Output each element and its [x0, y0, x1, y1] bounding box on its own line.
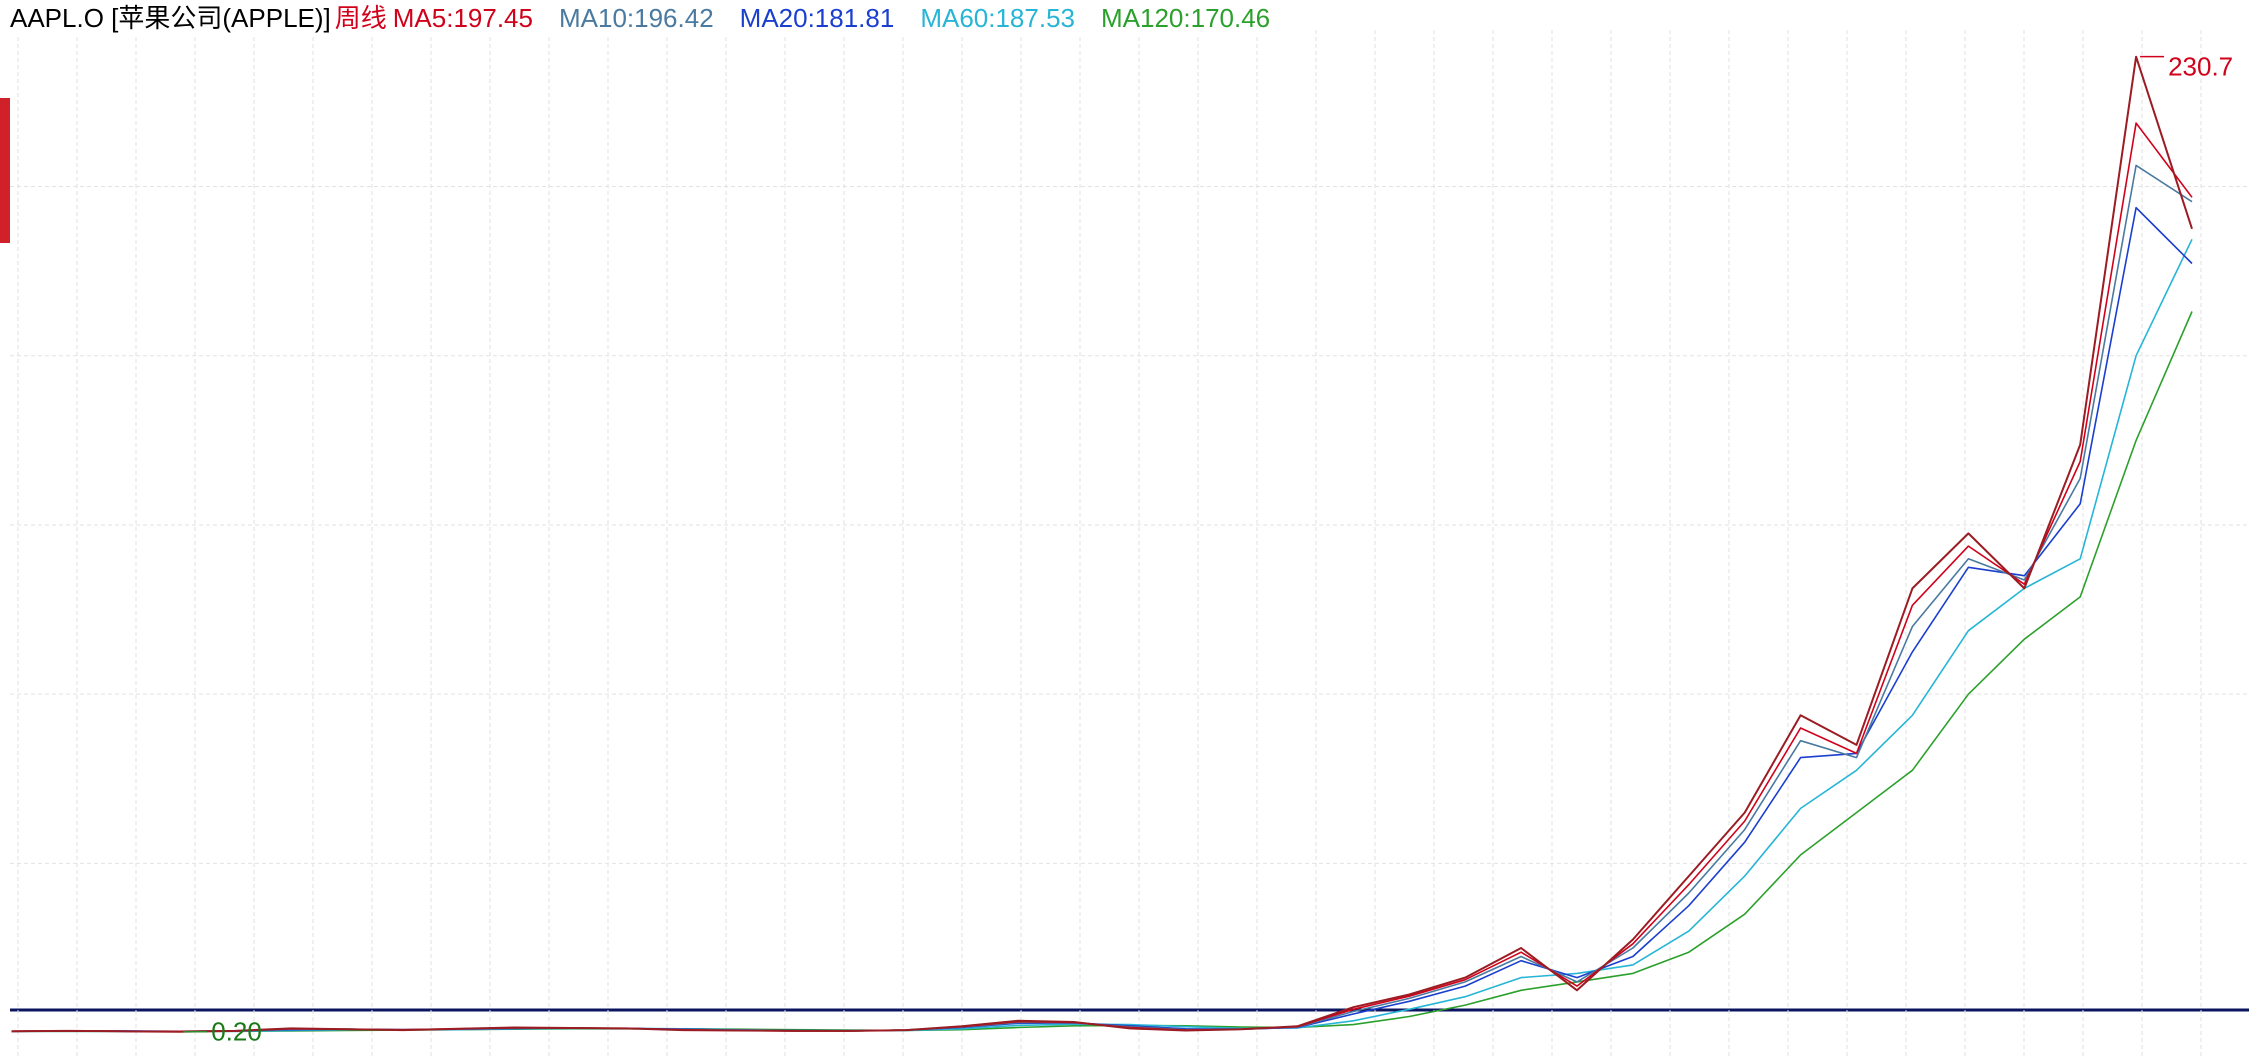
ma-line [11, 311, 2193, 1033]
price-line [11, 55, 2193, 1033]
legend-entry: MA10:196.42 [558, 3, 714, 33]
legend-entry: MA5:197.45 [392, 3, 533, 33]
legend-entry: MA120:170.46 [1101, 3, 1271, 33]
period-label: 周线 [334, 3, 387, 33]
legend-entry: MA60:187.53 [920, 3, 1075, 33]
chart-title: AAPL.O [苹果公司(APPLE)] [10, 3, 331, 33]
value-label: 0.20 [211, 1017, 262, 1047]
side-tab [0, 98, 10, 243]
header: AAPL.O [苹果公司(APPLE)] 周线 MA5:197.45 MA10:1… [10, 2, 1271, 34]
ma-line [11, 122, 2193, 1033]
value-label: 230.7 [2168, 52, 2233, 82]
ma-line [11, 206, 2193, 1033]
legend-entry: MA20:181.81 [739, 3, 895, 33]
ma-line [11, 238, 2193, 1033]
ma-line [11, 164, 2193, 1033]
